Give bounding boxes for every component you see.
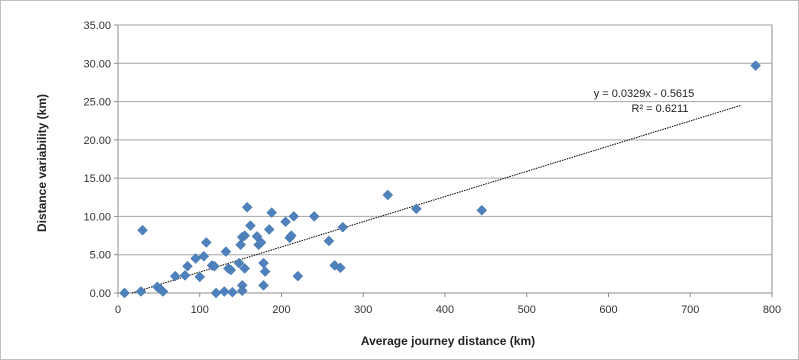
data-point [235, 239, 246, 251]
data-point [245, 220, 256, 231]
y-tick-label: 25.00 [83, 97, 111, 109]
trendline [131, 104, 742, 294]
data-point [258, 257, 269, 269]
data-point [255, 237, 267, 248]
data-point [225, 264, 237, 276]
y-tick-label: 30.00 [83, 58, 111, 70]
data-point [263, 224, 275, 235]
data-point [198, 250, 210, 262]
x-axis-ticks: 0 100 200 300 400 500 600 700 800 [115, 293, 781, 316]
data-point [179, 270, 191, 281]
data-point [194, 271, 206, 283]
data-point [233, 257, 245, 269]
data-point [258, 279, 269, 291]
data-point [220, 246, 232, 258]
plot-border [117, 24, 773, 294]
data-point [209, 260, 220, 272]
data-point [182, 260, 193, 272]
data-point [119, 287, 130, 299]
data-point [135, 286, 147, 297]
data-point [308, 211, 320, 222]
y-axis-title: Distance variability (km) [35, 94, 49, 232]
y-tick-label: 10.00 [83, 211, 111, 223]
x-tick-label: 300 [354, 304, 372, 316]
x-tick-label: 400 [436, 304, 454, 316]
data-point [218, 286, 230, 297]
y-tick-label: 35.00 [83, 20, 111, 32]
y-tick-label: 20.00 [83, 135, 111, 147]
trendline-r-squared: R² = 0.6211 [632, 103, 689, 115]
x-tick-label: 800 [763, 304, 781, 316]
trendline-group [131, 104, 742, 294]
data-points [119, 60, 762, 299]
grid-lines [118, 24, 772, 256]
data-point [382, 189, 394, 201]
trendline-annotation: y = 0.0329x - 0.5615 R² = 0.6211 [594, 88, 695, 115]
data-point [476, 204, 488, 216]
data-point [200, 237, 212, 248]
data-point [288, 211, 300, 222]
y-tick-label: 5.00 [90, 250, 111, 262]
data-point [285, 230, 297, 241]
data-point [323, 235, 335, 247]
data-point [137, 224, 148, 236]
trendline-equation: y = 0.0329x - 0.5615 [594, 88, 695, 100]
data-point [259, 266, 271, 277]
y-tick-label: 0.00 [90, 288, 111, 300]
y-tick-label: 15.00 [83, 173, 111, 185]
data-point [280, 216, 291, 228]
data-point [241, 201, 253, 213]
data-point [411, 203, 422, 215]
data-point [337, 221, 349, 233]
x-tick-label: 200 [272, 304, 290, 316]
data-point [266, 207, 278, 218]
x-axis-title: Average journey distance (km) [361, 334, 535, 348]
x-tick-label: 700 [681, 304, 699, 316]
data-point [169, 270, 181, 282]
data-point [157, 286, 169, 297]
data-point [239, 263, 251, 274]
x-tick-label: 600 [599, 304, 617, 316]
data-point [335, 262, 346, 274]
data-point [292, 270, 304, 282]
y-axis-ticks: 0.00 5.00 10.00 15.00 20.00 25.00 30.00 35.00 [83, 20, 118, 300]
data-point [210, 287, 222, 299]
x-tick-label: 0 [115, 304, 121, 316]
data-point [750, 60, 762, 71]
x-tick-label: 500 [518, 304, 536, 316]
x-tick-label: 100 [191, 304, 209, 316]
plot-area [117, 24, 773, 294]
data-point [227, 286, 238, 298]
data-point [236, 285, 248, 297]
data-point [239, 230, 251, 241]
data-point [190, 253, 202, 264]
